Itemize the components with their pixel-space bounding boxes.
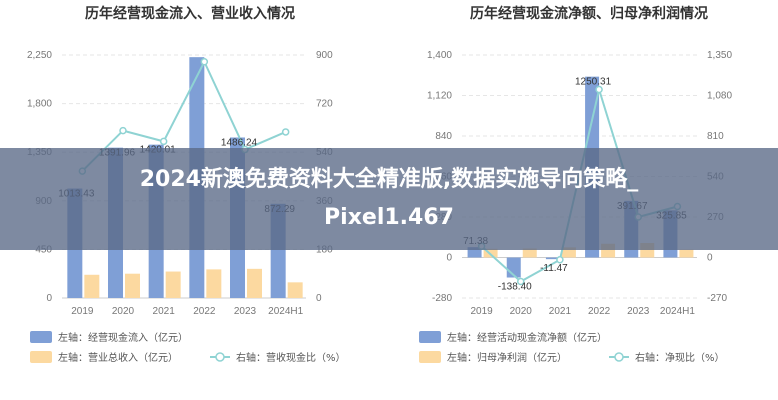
line-point — [517, 277, 525, 286]
bar-primary — [545, 257, 560, 260]
legend-label: 右轴：营收现金比（%） — [236, 351, 346, 364]
x-axis-tick: 2021 — [153, 306, 176, 317]
line-point — [200, 58, 209, 66]
right-axis-tick: 900 — [316, 50, 333, 61]
bar-secondary — [287, 282, 303, 298]
left-axis-tick: -280 — [432, 293, 452, 304]
right-axis-tick: -270 — [707, 293, 727, 304]
data-label: 1486.24 — [221, 137, 258, 148]
bar-primary — [467, 247, 482, 258]
x-axis-tick: 2022 — [193, 306, 216, 317]
x-axis-tick: 2024H1 — [660, 306, 695, 317]
data-label: 1250.31 — [575, 77, 612, 88]
legend-label: 右轴：净现比（%） — [635, 351, 725, 364]
right-axis-tick: 810 — [707, 131, 724, 142]
x-axis-tick: 2020 — [112, 306, 135, 317]
line-point — [281, 128, 290, 136]
right-axis-tick: 0 — [707, 253, 713, 264]
line-point — [595, 85, 603, 94]
chart-title: 历年经营现金流入、营业收入情况 — [85, 5, 295, 22]
legend-swatch — [419, 351, 441, 363]
legend-swatch — [30, 331, 52, 343]
bar-secondary — [165, 271, 181, 298]
left-axis-tick: 0 — [46, 293, 52, 304]
series-line — [81, 59, 287, 172]
left-axis-tick: 1,800 — [27, 99, 52, 110]
legend-swatch — [30, 351, 52, 363]
bar-secondary — [84, 274, 100, 298]
right-axis-tick: 0 — [316, 293, 322, 304]
bar-secondary — [125, 273, 140, 298]
legend-label: 左轴：归母净利润（亿元） — [447, 351, 567, 364]
overlay-title-line2: Pixel1.467 — [324, 205, 454, 230]
legend-line-marker — [215, 352, 225, 362]
right-axis-tick: 1,350 — [707, 50, 732, 61]
x-axis-tick: 2023 — [234, 306, 257, 317]
legend-line-marker — [614, 352, 624, 362]
left-axis-tick: 2,250 — [27, 50, 52, 61]
legend-label: 左轴：经营活动现金流净额（亿元） — [447, 331, 607, 344]
x-axis-tick: 2024H1 — [268, 306, 303, 317]
x-axis-tick: 2019 — [71, 306, 94, 317]
bar-secondary — [522, 248, 537, 258]
bar-secondary — [679, 249, 694, 258]
legend-swatch — [419, 331, 441, 343]
x-axis-tick: 2019 — [470, 306, 493, 317]
left-axis-tick: 0 — [446, 253, 452, 264]
line-point — [159, 137, 168, 146]
left-axis-tick: 1,120 — [427, 91, 452, 102]
bar-secondary — [206, 269, 222, 298]
x-axis-tick: 2022 — [588, 306, 611, 317]
x-axis-tick: 2023 — [627, 306, 650, 317]
title-overlay-banner: 2024新澳免费资料大全精准版,数据实施导向策略_ Pixel1.467 — [0, 148, 778, 250]
left-axis-tick: 840 — [435, 131, 452, 142]
legend-label: 左轴：营业总收入（亿元） — [58, 351, 178, 364]
bar-secondary — [247, 268, 262, 298]
legend-label: 左轴：经营现金流入（亿元） — [58, 331, 188, 344]
left-axis-tick: 1,400 — [427, 50, 452, 61]
data-label: -11.47 — [540, 263, 568, 274]
bar-secondary — [561, 247, 576, 258]
right-axis-tick: 1,080 — [707, 91, 732, 102]
right-axis-tick: 720 — [316, 99, 333, 110]
line-point — [556, 256, 564, 264]
overlay-title-line1: 2024新澳免费资料大全精准版,数据实施导向策略_ — [139, 167, 639, 192]
data-label: -138.40 — [498, 282, 532, 293]
line-point — [119, 126, 127, 135]
chart-title: 历年经营现金流净额、归母净利润情况 — [470, 5, 708, 22]
x-axis-tick: 2021 — [549, 306, 572, 317]
x-axis-tick: 2020 — [510, 306, 533, 317]
